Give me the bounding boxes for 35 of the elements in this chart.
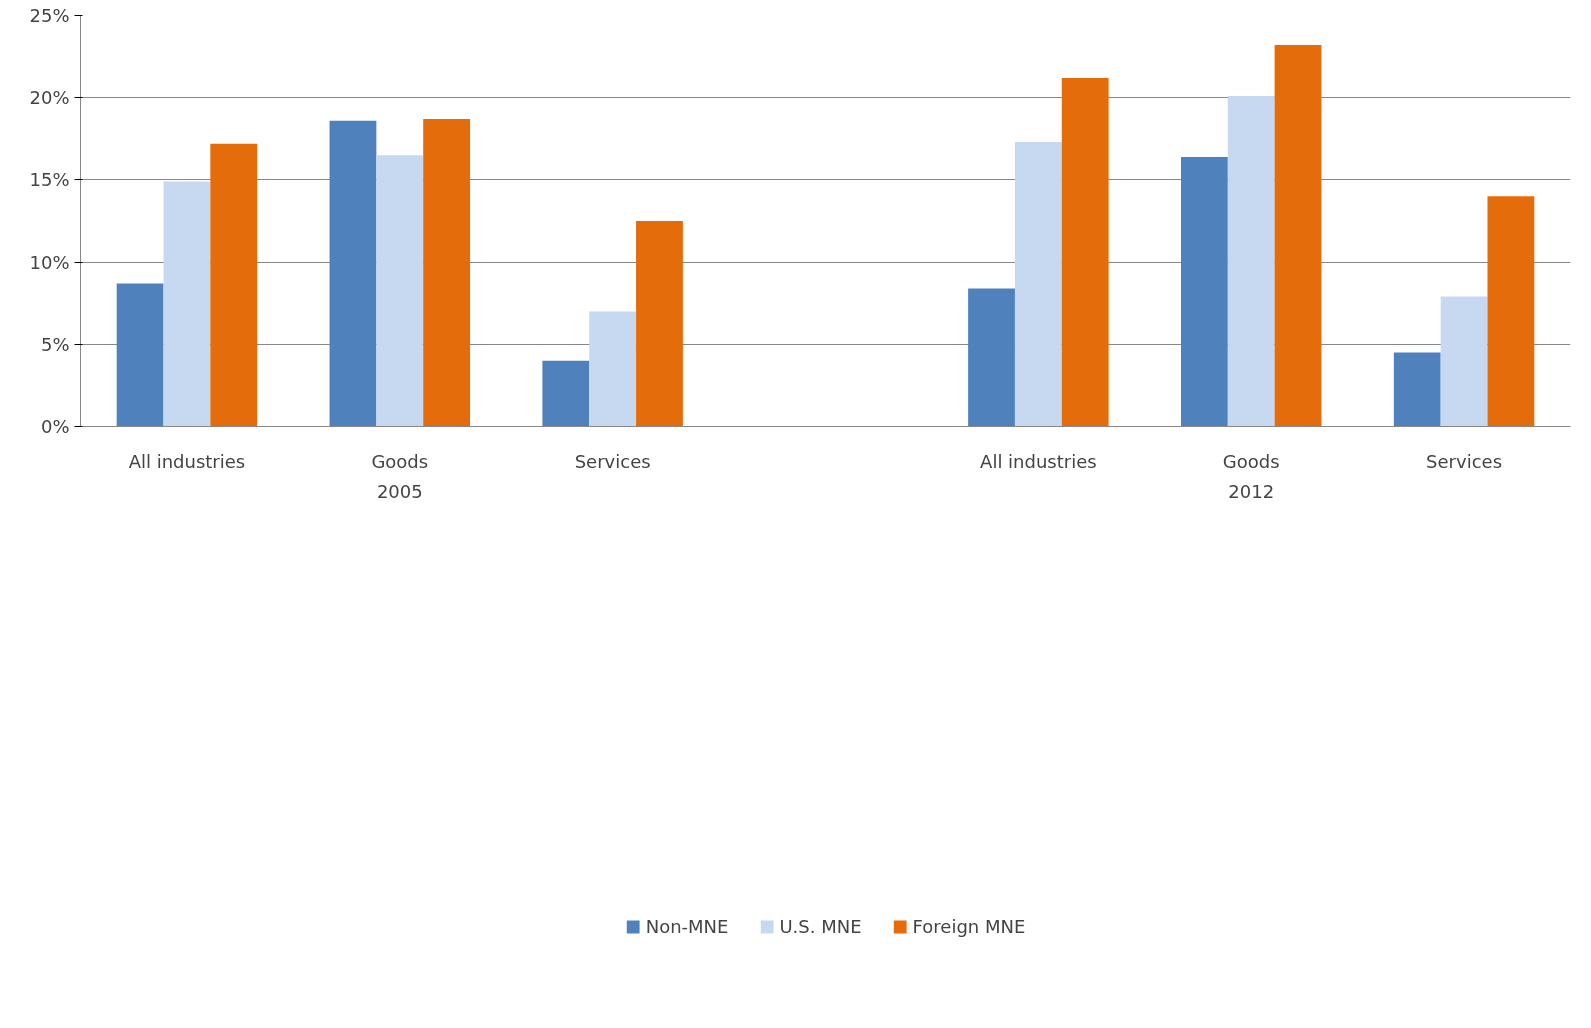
y-tick-label: 10% bbox=[29, 251, 70, 273]
bar bbox=[1393, 352, 1441, 427]
legend-label: U.S. MNE bbox=[779, 915, 862, 937]
legend-label: Non-MNE bbox=[645, 915, 729, 937]
bar bbox=[1487, 196, 1535, 427]
bar bbox=[423, 119, 471, 427]
legend-label: Foreign MNE bbox=[912, 915, 1026, 937]
text: 2012 bbox=[1228, 480, 1275, 502]
bar bbox=[116, 283, 164, 427]
y-tick-label: 20% bbox=[29, 87, 70, 109]
x-tick-label: Goods bbox=[1222, 450, 1280, 472]
text: 2005 bbox=[376, 480, 423, 502]
bar bbox=[1061, 77, 1109, 427]
bar bbox=[542, 360, 590, 427]
bar bbox=[329, 120, 377, 427]
bar bbox=[1227, 96, 1275, 427]
x-tick-label: All industries bbox=[980, 450, 1097, 472]
bar bbox=[1180, 156, 1228, 427]
bar bbox=[589, 311, 637, 427]
x-tick-label: All industries bbox=[128, 450, 246, 472]
bar bbox=[163, 181, 211, 427]
bar bbox=[636, 221, 683, 427]
bar bbox=[968, 288, 1015, 427]
y-tick-label: 5% bbox=[40, 333, 70, 355]
bar bbox=[1274, 45, 1322, 427]
x-tick-label: Services bbox=[574, 450, 651, 472]
y-tick-label: 15% bbox=[29, 169, 70, 191]
x-tick-label: Services bbox=[1426, 450, 1503, 472]
bar bbox=[210, 143, 258, 427]
y-tick-label: 25% bbox=[29, 5, 70, 26]
x-tick-label: Goods bbox=[371, 450, 429, 472]
bar bbox=[1014, 142, 1062, 427]
bar bbox=[376, 155, 424, 427]
bar bbox=[1440, 296, 1488, 427]
y-tick-label: 0% bbox=[40, 416, 70, 437]
